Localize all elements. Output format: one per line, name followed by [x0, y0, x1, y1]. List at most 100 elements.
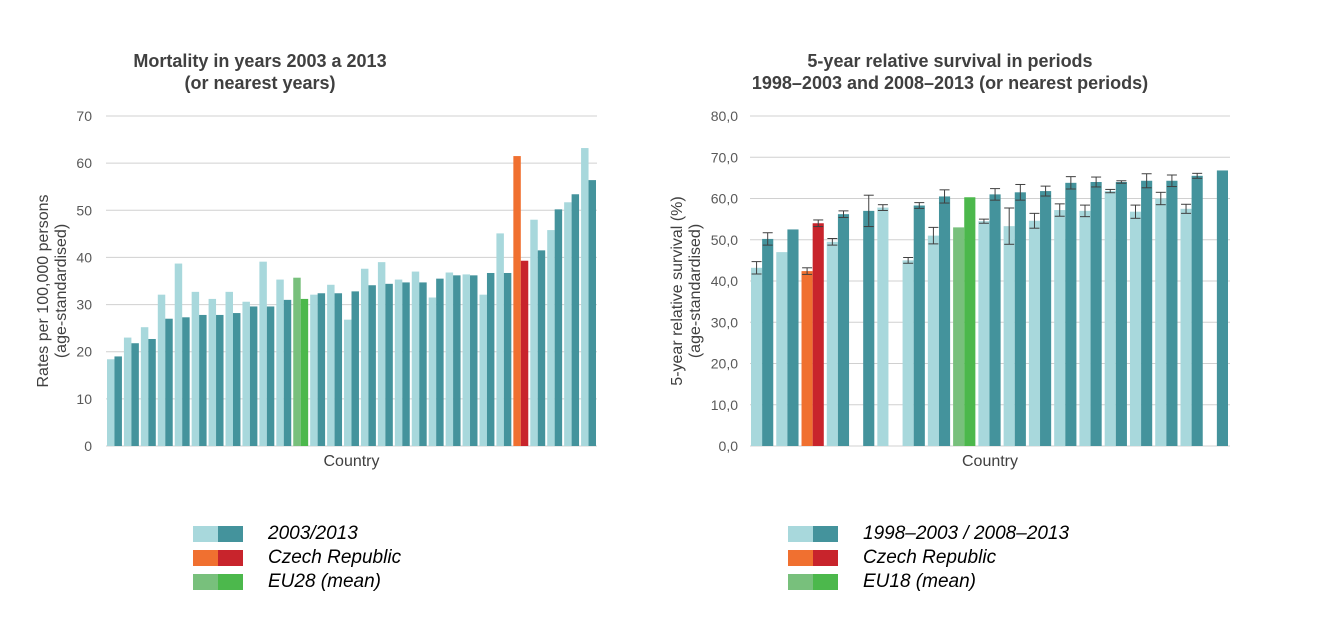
bar-country-2008–2013: [1216, 170, 1228, 446]
legend-swatch-eu1: [788, 574, 813, 590]
bar-country-2013: [486, 272, 495, 446]
y-tick-label: 70: [76, 108, 92, 124]
legend-label: Czech Republic: [268, 547, 402, 568]
bar-country-2003: [462, 274, 471, 446]
bar-country-2008–2013: [1065, 182, 1077, 446]
bar-country-2008–2013: [938, 196, 951, 446]
bar-country-2008–2013: [1141, 180, 1153, 446]
bar-country-2008–2013: [1115, 182, 1127, 446]
bar-country-2003: [479, 294, 487, 446]
bar-cz-2008–2013: [812, 223, 824, 446]
bar-country-1998–2003: [1028, 220, 1041, 446]
bar-country-1998–2003: [826, 241, 838, 446]
y-tick-label: 50: [76, 202, 92, 218]
bar-country-2003: [157, 294, 166, 446]
y-tick-label: 20,0: [711, 356, 738, 372]
bar-country-2003: [428, 297, 437, 446]
legend-item-czech: Czech Republic: [788, 546, 1138, 570]
y-tick-label: 50,0: [711, 232, 738, 248]
bar-country-1998–2003: [751, 267, 763, 446]
bar-country-1998–2003: [978, 221, 990, 446]
y-tick-label: 10,0: [711, 397, 738, 413]
bar-country-2003: [140, 327, 149, 446]
legend-swatch-cz2: [218, 550, 243, 566]
legend-survival: 1998–2003 / 2008–2013 Czech Republic EU1…: [788, 522, 1138, 594]
bar-country-2008–2013: [1166, 180, 1178, 446]
bar-country-2013: [385, 283, 393, 446]
legend-item-eu: EU28 (mean): [193, 570, 493, 594]
y-tick-label: 60,0: [711, 191, 738, 207]
bar-country-2003: [530, 219, 538, 446]
chart-title-line: 1998–2003 and 2008–2013 (or nearest peri…: [751, 73, 1149, 93]
chart-title-line: Mortality in years 2003 a 2013: [133, 51, 387, 71]
bar-country-1998–2003: [902, 260, 914, 446]
bar-country-2013: [419, 282, 427, 446]
bar-country-2013: [334, 293, 343, 446]
legend-swatch-eu1: [193, 574, 218, 590]
bar-country-1998–2003: [1129, 211, 1142, 446]
bar-country-2003: [327, 284, 335, 446]
bar-country-2013: [436, 278, 444, 446]
legend-swatch-period1: [788, 526, 813, 542]
bar-country-2013: [554, 209, 563, 446]
legend-label: 1998–2003 / 2008–2013: [863, 523, 1070, 544]
bar-country-2013: [266, 306, 275, 446]
bar-country-2013: [131, 343, 139, 446]
bar-country-2003: [445, 272, 454, 446]
bar-country-2003: [564, 202, 572, 446]
bar-country-1998–2003: [1003, 226, 1015, 446]
y-tick-label: 30,0: [711, 314, 738, 330]
bar-country-2003: [123, 337, 132, 446]
bar-cz-2013: [520, 260, 529, 446]
bar-country-2008–2013: [787, 229, 799, 446]
legend-label: EU28 (mean): [268, 571, 381, 592]
bar-country-2013: [402, 282, 410, 446]
legend-swatch-period2: [813, 526, 838, 542]
bar-country-2013: [368, 285, 376, 446]
legend-item-normal: 2003/2013: [193, 522, 493, 546]
bar-country-1998–2003: [776, 252, 788, 446]
chart-title-line: (or nearest years): [184, 73, 336, 93]
y-tick-label: 0: [84, 438, 92, 454]
bar-cz-1998–2003: [801, 271, 813, 446]
bar-country-2008–2013: [1014, 192, 1026, 446]
bar-eu-2003: [293, 277, 301, 446]
legend-swatch-cz1: [193, 550, 218, 566]
bar-country-1998–2003: [1180, 208, 1192, 446]
bar-country-2003: [411, 271, 420, 446]
bar-country-2013: [165, 318, 173, 446]
bar-country-2003: [581, 148, 589, 447]
legend-swatch-eu2: [813, 574, 838, 590]
bar-country-2013: [283, 299, 292, 446]
bar-country-2008–2013: [989, 194, 1001, 446]
bar-country-2008–2013: [913, 205, 925, 446]
bar-country-2003: [394, 279, 403, 446]
bar-country-2003: [208, 298, 217, 446]
legend-label: EU18 (mean): [863, 571, 976, 592]
bar-country-2008–2013: [837, 214, 850, 446]
bar-eu-1998–2003: [953, 227, 965, 446]
bar-country-2013: [216, 314, 224, 446]
y-axis-label: (age-standardised): [53, 224, 70, 358]
bar-country-2003: [344, 319, 352, 446]
bar-eu-2008–2013: [964, 197, 976, 446]
bar-country-2013: [148, 338, 156, 446]
bar-country-2003: [174, 263, 183, 446]
bar-country-2008–2013: [863, 210, 875, 446]
legend-swatch-period2: [218, 526, 243, 542]
bar-country-2008–2013: [1040, 191, 1052, 446]
bar-country-2003: [259, 261, 267, 446]
bar-country-1998–2003: [1104, 191, 1116, 446]
legend-item-normal: 1998–2003 / 2008–2013: [788, 522, 1138, 546]
bar-country-2013: [317, 293, 326, 446]
bar-country-2003: [225, 291, 233, 446]
y-axis-label: Rates per 100,000 persons: [35, 194, 52, 387]
bar-country-2013: [537, 250, 546, 446]
legend-item-czech: Czech Republic: [193, 546, 493, 570]
bar-country-2013: [182, 317, 190, 446]
y-tick-label: 60: [76, 155, 92, 171]
chart-title-mortality: Mortality in years 2003 a 2013 (or neare…: [110, 50, 410, 94]
bar-country-2013: [588, 180, 596, 446]
x-axis-label: Country: [962, 453, 1018, 470]
